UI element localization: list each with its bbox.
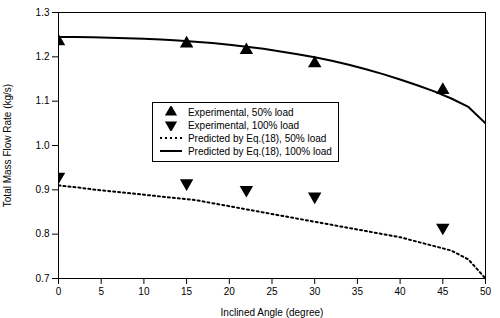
svg-text:1.1: 1.1 (36, 95, 50, 106)
svg-text:50: 50 (480, 286, 492, 297)
html-text:Predicted by Eq.(18), 100% loa: Predicted by Eq.(18), 100% load (187, 145, 332, 157)
svg-text:30: 30 (309, 286, 321, 297)
svg-text:45: 45 (437, 286, 449, 297)
svg-text:15: 15 (181, 286, 193, 297)
svg-text:35: 35 (352, 286, 364, 297)
svg-text:1.0: 1.0 (36, 140, 50, 151)
svg-text:1.2: 1.2 (36, 51, 50, 62)
svg-text:0: 0 (56, 286, 62, 297)
svg-text:1.3: 1.3 (36, 7, 50, 18)
html-text:Experimental, 100% load: Experimental, 100% load (187, 119, 300, 131)
html-text:Predicted by Eq.(18), 50% load: Predicted by Eq.(18), 50% load (187, 132, 327, 144)
svg-text:Inclined Angle (degree): Inclined Angle (degree) (221, 307, 324, 318)
svg-text:25: 25 (266, 286, 278, 297)
svg-text:0.7: 0.7 (36, 273, 50, 284)
html-text:Experimental, 50% load: Experimental, 50% load (187, 106, 294, 118)
svg-text:0.9: 0.9 (36, 184, 50, 195)
svg-text:40: 40 (395, 286, 407, 297)
svg-text:Total Mass Flow Rate (kg/s): Total Mass Flow Rate (kg/s) (2, 84, 13, 207)
svg-text:20: 20 (224, 286, 236, 297)
svg-text:0.8: 0.8 (36, 228, 50, 239)
svg-text:5: 5 (98, 286, 104, 297)
svg-text:10: 10 (138, 286, 150, 297)
